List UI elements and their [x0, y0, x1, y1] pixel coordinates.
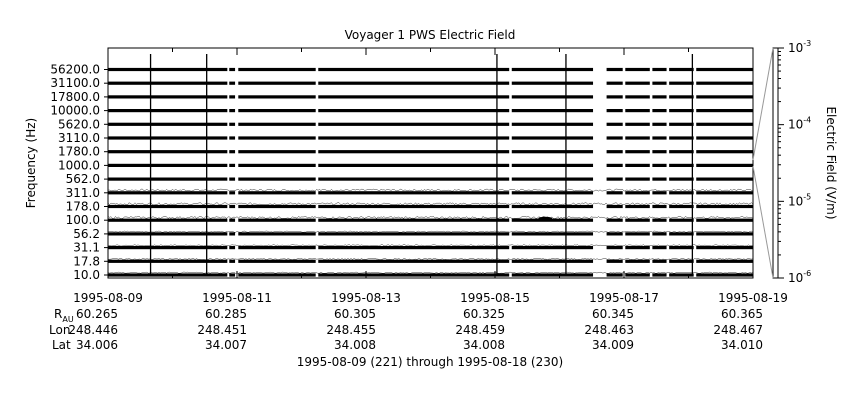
colorbar-tick-label: 10-4 [788, 116, 811, 132]
y-tick-label: 178.0 [66, 200, 100, 214]
ancillary-value-lon: 248.467 [713, 323, 763, 337]
y-tick-label: 311.0 [66, 186, 100, 200]
x-tick-label: 1995-08-09 [73, 291, 143, 305]
x-tick-label: 1995-08-15 [460, 291, 530, 305]
channel-row [108, 136, 753, 140]
y-tick-label: 17.8 [73, 254, 100, 268]
y-tick-label: 10.0 [73, 268, 100, 282]
x-tick-label: 1995-08-13 [331, 291, 401, 305]
channel-row [108, 122, 753, 126]
colorbar-tick-label: 10-6 [788, 269, 811, 285]
channel-row [108, 177, 753, 181]
ancillary-value-lat: 34.009 [592, 338, 634, 352]
y-tick-label: 17800.0 [50, 90, 100, 104]
colorbar-strip [772, 47, 779, 279]
ancillary-value-lon: 248.463 [584, 323, 634, 337]
ancillary-value-lat: 34.008 [334, 338, 376, 352]
colorbar-tick-label: 10-3 [788, 39, 811, 55]
ancillary-value-lon: 248.451 [197, 323, 247, 337]
ancillary-value-r: 60.365 [721, 307, 763, 321]
ancillary-label-lon: Lon [49, 323, 70, 337]
x-tick-label: 1995-08-17 [589, 291, 659, 305]
footer-date-range: 1995-08-09 (221) through 1995-08-18 (230… [297, 355, 563, 369]
ancillary-value-lat: 34.008 [463, 338, 505, 352]
y-tick-label: 56.2 [73, 227, 100, 241]
colorbar: 10-3 10-4 10-5 10-6 [752, 39, 811, 285]
x-tick-label: 1995-08-19 [718, 291, 788, 305]
ancillary-value-lon: 248.459 [455, 323, 505, 337]
channel-row [108, 95, 753, 99]
ancillary-value-r: 60.305 [334, 307, 376, 321]
channel-row [108, 109, 753, 113]
chart-title: Voyager 1 PWS Electric Field [345, 28, 516, 42]
channel-row [108, 67, 753, 72]
x-ticks: 1995-08-09 1995-08-11 1995-08-13 1995-08-15… [73, 48, 788, 305]
ancillary-value-lat: 34.006 [76, 338, 118, 352]
y-tick-label: 3110.0 [58, 131, 100, 145]
colorbar-label: Electric Field (V/m) [824, 106, 838, 219]
channel-row [108, 81, 753, 85]
plot-area [107, 54, 754, 277]
channel-row [107, 188, 754, 195]
channel-row [107, 271, 754, 277]
y-tick-label: 562.0 [66, 172, 100, 186]
ancillary-value-r: 60.285 [205, 307, 247, 321]
ancillary-value-lat: 34.007 [205, 338, 247, 352]
channel-row [107, 258, 754, 263]
channel-row [107, 230, 754, 236]
x-tick-label: 1995-08-11 [202, 291, 272, 305]
y-ticks: 56200.031100.017800.010000.05620.03110.0… [50, 63, 108, 282]
y-tick-label: 10000.0 [50, 104, 100, 118]
channel-row [108, 150, 753, 154]
burst-event [538, 216, 553, 221]
ancillary-value-r: 60.265 [76, 307, 118, 321]
ancillary-value-lon: 248.455 [326, 323, 376, 337]
ancillary-value-lat: 34.010 [721, 338, 763, 352]
ancillary-label-lat: Lat [52, 338, 71, 352]
y-axis-label: Frequency (Hz) [24, 118, 38, 209]
y-tick-label: 1000.0 [58, 158, 100, 172]
colorbar-tick-label: 10-5 [788, 192, 811, 208]
channel-row [107, 244, 754, 250]
ancillary-value-r: 60.325 [463, 307, 505, 321]
y-tick-label: 5620.0 [58, 117, 100, 131]
ancillary-value-lon: 248.446 [68, 323, 118, 337]
y-tick-label: 1780.0 [58, 145, 100, 159]
y-tick-label: 56200.0 [50, 63, 100, 77]
y-tick-label: 31100.0 [50, 76, 100, 90]
channel-row [107, 202, 754, 209]
ancillary-value-r: 60.345 [592, 307, 634, 321]
channel-row [108, 163, 753, 167]
y-tick-label: 100.0 [66, 213, 100, 227]
ancillary-label-r: RAU [54, 307, 74, 324]
y-tick-label: 31.1 [73, 241, 100, 255]
channel-row [107, 216, 754, 222]
